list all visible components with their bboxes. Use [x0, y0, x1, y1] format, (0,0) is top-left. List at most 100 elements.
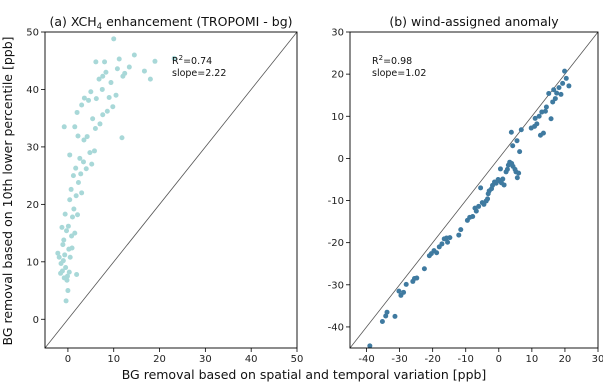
data-point	[510, 143, 516, 149]
data-point	[84, 134, 90, 140]
y-tick-label: 50	[26, 28, 39, 39]
data-point	[508, 129, 514, 135]
data-point	[556, 85, 562, 91]
y-tick-label: 40	[26, 85, 39, 96]
data-point	[60, 242, 66, 248]
data-point	[69, 245, 75, 251]
data-point	[71, 206, 77, 212]
data-point	[116, 56, 122, 62]
data-point	[500, 176, 506, 182]
data-point	[72, 124, 78, 130]
data-point	[540, 130, 546, 136]
data-point	[61, 124, 67, 130]
data-point	[66, 269, 72, 275]
panel-title: (b) wind-assigned anomaly	[389, 14, 559, 29]
x-tick-label: 0	[496, 354, 502, 365]
data-point	[534, 121, 540, 127]
data-point	[102, 59, 108, 65]
data-point	[104, 108, 110, 114]
data-point	[517, 149, 523, 155]
data-point	[100, 73, 106, 79]
data-point	[152, 58, 158, 64]
x-tick-label: 10	[107, 354, 120, 365]
data-point	[171, 55, 177, 61]
data-point	[103, 69, 109, 75]
data-point	[64, 277, 70, 283]
data-point	[113, 92, 119, 98]
data-point	[119, 135, 125, 141]
data-point	[69, 214, 75, 220]
data-point	[58, 270, 64, 276]
data-point	[69, 233, 75, 239]
data-point	[91, 148, 97, 154]
data-point	[56, 254, 62, 260]
data-point	[548, 116, 554, 122]
data-point	[80, 159, 86, 165]
data-point	[147, 76, 153, 82]
data-point	[384, 309, 390, 315]
data-point	[72, 230, 78, 236]
data-point	[93, 59, 99, 65]
data-point	[63, 298, 69, 304]
x-tick-label: -30	[391, 354, 407, 365]
x-tick-label: 30	[199, 354, 212, 365]
data-point	[518, 127, 524, 133]
panel-title: (a) XCH4 enhancement (TROPOMI - bg)	[50, 14, 293, 32]
y-tick-label: 0	[33, 315, 39, 326]
data-point	[65, 223, 71, 229]
data-point	[514, 138, 520, 144]
data-point	[62, 211, 68, 217]
data-point	[74, 109, 80, 115]
data-point	[550, 99, 556, 105]
data-point	[87, 150, 93, 156]
one-to-one-line	[45, 32, 297, 348]
data-point	[470, 214, 476, 220]
data-point	[536, 113, 542, 119]
data-point	[78, 171, 84, 177]
data-point	[114, 66, 120, 72]
data-point	[60, 258, 66, 264]
slope-label: slope=1.02	[372, 68, 426, 79]
data-point	[83, 166, 89, 172]
slope-label: slope=2.22	[172, 68, 226, 79]
data-point	[74, 271, 80, 277]
data-point	[414, 275, 420, 281]
x-tick-label: 30	[592, 354, 603, 365]
x-tick-label: 20	[153, 354, 166, 365]
data-point	[403, 281, 409, 287]
data-point	[131, 52, 137, 58]
x-tick-label: -40	[358, 354, 374, 365]
data-point	[55, 250, 61, 256]
data-point	[106, 95, 112, 100]
x-tick-label: -10	[458, 354, 474, 365]
data-point	[122, 70, 128, 76]
data-point	[70, 173, 76, 179]
data-point	[514, 175, 520, 181]
data-point	[421, 266, 427, 272]
y-axis-label: BG removal based on 10th lower percentil…	[0, 36, 15, 345]
data-point	[485, 196, 491, 202]
r-squared-label: R2=0.98	[372, 54, 412, 67]
data-point	[97, 121, 103, 127]
data-point	[566, 83, 572, 89]
panel-a: 0 10 20 30 40 50 0 10 20 30 40 50 (a) XCH4 enhanceme…	[26, 14, 303, 365]
data-point	[504, 166, 510, 172]
data-point	[93, 96, 99, 102]
data-point	[554, 90, 560, 96]
data-point	[476, 203, 482, 209]
x-tick-label: 10	[525, 354, 538, 365]
y-tick-label: -40	[328, 322, 344, 333]
data-point	[473, 208, 479, 214]
data-point	[89, 161, 95, 167]
y-tick-label: 30	[331, 28, 344, 39]
data-point	[447, 235, 453, 241]
data-point	[516, 170, 522, 176]
plot-frame	[44, 31, 298, 349]
x-axis-label: BG removal based on spatial and temporal…	[122, 367, 487, 382]
data-point	[108, 80, 114, 86]
y-tick-label: -30	[328, 280, 344, 291]
data-point	[493, 180, 499, 186]
data-point	[501, 182, 507, 188]
data-point	[456, 232, 462, 238]
